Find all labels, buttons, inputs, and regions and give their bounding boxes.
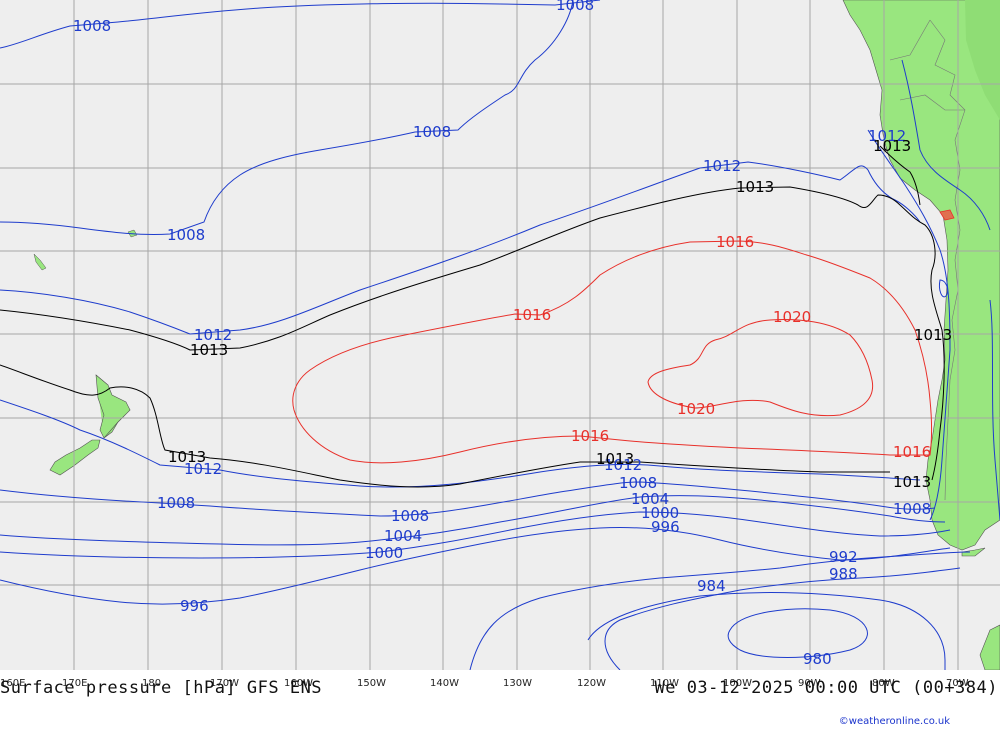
label-996: 996 <box>180 597 209 615</box>
label-1013: 1013 <box>190 341 228 359</box>
label-1020: 1020 <box>773 308 811 326</box>
label-1016: 1016 <box>513 306 551 324</box>
label-1004: 1004 <box>631 490 669 508</box>
label-1000: 1000 <box>641 504 679 522</box>
lon-label: 90W <box>798 678 821 689</box>
map-title: Surface pressure [hPa] GFS ENS <box>0 678 323 698</box>
lon-label: 100W <box>723 678 752 689</box>
lon-label: 140W <box>430 678 459 689</box>
label-1013: 1013 <box>914 326 952 344</box>
pressure-map: 1008 1008 1008 1008 1012 1012 1012 1012 … <box>0 0 1000 670</box>
label-1012: 1012 <box>194 326 232 344</box>
label-1000: 1000 <box>365 544 403 562</box>
footer <box>0 670 1000 733</box>
lon-label: 70W <box>946 678 969 689</box>
lon-label: 170E <box>62 678 87 689</box>
label-988: 988 <box>829 565 858 583</box>
label-1012: 1012 <box>604 456 642 474</box>
label-1016: 1016 <box>893 443 931 461</box>
label-1004: 1004 <box>384 527 422 545</box>
label-980: 980 <box>803 650 832 668</box>
label-1008: 1008 <box>619 474 657 492</box>
label-1008: 1008 <box>391 507 429 525</box>
label-996: 996 <box>651 518 680 536</box>
label-1012: 1012 <box>703 157 741 175</box>
label-992: 992 <box>829 548 858 566</box>
isobars-blue <box>0 0 1000 670</box>
lon-label: 120W <box>577 678 606 689</box>
label-1013: 1013 <box>168 448 206 466</box>
label-1008: 1008 <box>157 494 195 512</box>
label-1012: 1012 <box>184 460 222 478</box>
lon-label: 130W <box>503 678 532 689</box>
label-1013: 1013 <box>596 450 634 468</box>
label-1013: 1013 <box>873 137 911 155</box>
isobar-labels: 1008 1008 1008 1008 1012 1012 1012 1012 … <box>73 0 952 668</box>
new-zealand-landmass <box>33 229 138 476</box>
label-1013: 1013 <box>893 473 931 491</box>
label-984: 984 <box>697 577 726 595</box>
lon-label: 160W <box>284 678 313 689</box>
label-1008: 1008 <box>167 226 205 244</box>
label-1020: 1020 <box>677 400 715 418</box>
label-1016: 1016 <box>716 233 754 251</box>
label-1016: 1016 <box>571 427 609 445</box>
lon-label: 150W <box>357 678 386 689</box>
label-1008: 1008 <box>893 500 931 518</box>
lon-label: 180 <box>142 678 161 689</box>
lon-label: 110W <box>650 678 679 689</box>
south-america-landmass <box>842 0 1000 670</box>
valid-time: We 03-12-2025 00:00 UTC (00+384) <box>654 678 998 698</box>
label-1012: 1012 <box>868 127 906 145</box>
lon-label: 170W <box>210 678 239 689</box>
label-1008: 1008 <box>556 0 594 14</box>
isobar-1013 <box>0 145 945 488</box>
label-1008: 1008 <box>73 17 111 35</box>
label-1013: 1013 <box>736 178 774 196</box>
credit-link[interactable]: ©weatheronline.co.uk <box>838 716 950 727</box>
lon-label: 80W <box>872 678 895 689</box>
graticule <box>0 0 1000 670</box>
lon-label: 160E <box>0 678 25 689</box>
label-1008: 1008 <box>413 123 451 141</box>
isobars-red <box>292 240 932 464</box>
lon-axis: 160E 170E 180 170W 160W 150W 140W 130W 1… <box>0 678 969 689</box>
